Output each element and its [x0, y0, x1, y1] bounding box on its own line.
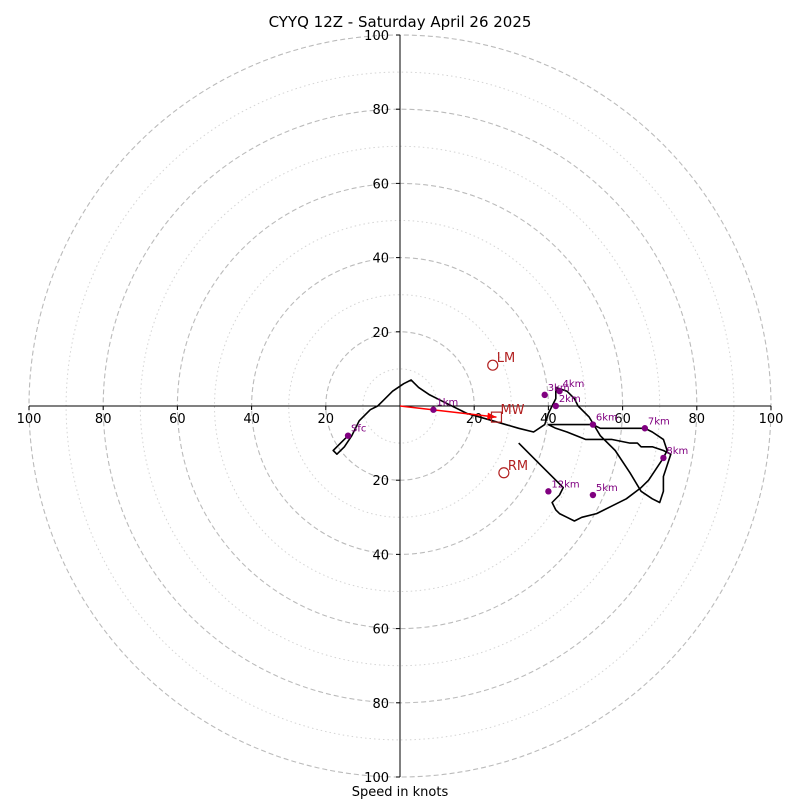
height-marker-label: 7km [648, 416, 670, 427]
height-marker-label: 4km [563, 379, 585, 390]
height-marker-label: 6km [596, 413, 618, 424]
height-marker-dot [641, 425, 649, 432]
height-marker-dot [344, 432, 352, 439]
height-marker-dot [552, 402, 560, 410]
height-marker-dot [556, 387, 563, 395]
mean-wind-marker [490, 411, 503, 423]
x-tick-label: 40 [540, 412, 557, 427]
shear-vector-line [399, 405, 497, 418]
chart-title: CYYQ 12Z - Saturday April 26 2025 [269, 13, 532, 31]
y-tick-label: 100 [364, 29, 389, 44]
y-tick-label: 40 [372, 548, 389, 563]
height-marker-dot [589, 421, 597, 428]
x-tick-label: 20 [318, 412, 335, 427]
y-tick-label: 20 [372, 326, 389, 341]
height-marker-dot [545, 488, 552, 495]
x-tick-label: 80 [95, 412, 112, 427]
height-markers: Sfc1km2km3km4km5km6km7km8km12km [344, 379, 688, 499]
height-marker-dot [430, 406, 437, 413]
height-marker-label: 2km [559, 394, 581, 405]
x-tick-label: 40 [243, 412, 260, 427]
height-marker-dot [589, 491, 597, 499]
y-tick-label: 60 [372, 177, 389, 192]
storm-motion-marker [498, 467, 510, 479]
storm-motion-label: LM [497, 351, 515, 366]
x-tick-label: 100 [17, 412, 42, 427]
y-tick-label: 40 [372, 252, 389, 267]
y-tick-label: 80 [372, 103, 389, 118]
y-tick-label: 80 [372, 697, 389, 712]
storm-motions: LM RM MW [487, 351, 528, 479]
hodograph-trace [332, 379, 672, 522]
height-marker-label: Sfc [351, 424, 366, 435]
x-tick-label: 60 [169, 412, 186, 427]
height-marker-label: 12km [551, 479, 579, 490]
storm-motion-label: MW [500, 403, 524, 418]
height-marker-dot [660, 454, 667, 462]
height-marker-dot [541, 391, 548, 399]
height-marker-label: 8km [666, 446, 688, 457]
storm-motion-label: RM [508, 459, 528, 474]
height-marker-label: 5km [596, 483, 618, 494]
y-tick-label: 20 [372, 474, 389, 489]
storm-motion-marker [487, 359, 499, 371]
x-axis-label: Speed in knots [352, 785, 449, 800]
y-tick-label: 60 [372, 623, 389, 638]
x-tick-label: 60 [614, 412, 631, 427]
x-tick-label: 80 [689, 412, 706, 427]
height-marker-label: 1km [436, 398, 458, 409]
x-tick-label: 100 [759, 412, 784, 427]
hodograph-line [332, 379, 672, 522]
y-tick-label: 100 [364, 771, 389, 786]
